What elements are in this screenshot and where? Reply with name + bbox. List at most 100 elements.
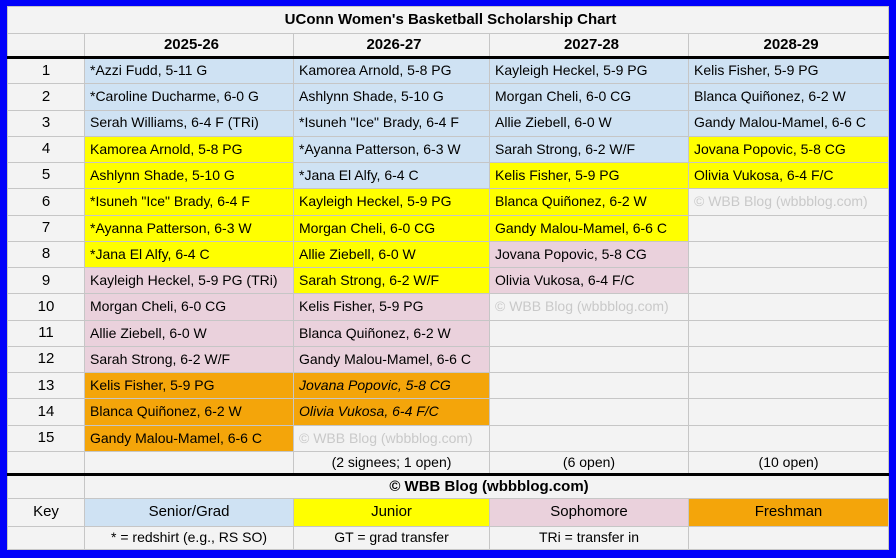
- footnote-transfer-in: TRi = transfer in: [489, 525, 689, 551]
- summary-2027-28: (6 open): [489, 450, 689, 477]
- player-cell: Blanca Quiñonez, 6-2 W: [489, 188, 689, 216]
- summary-2026-27: (2 signees; 1 open): [293, 450, 490, 477]
- summary-2025-26: [84, 450, 294, 477]
- row-number: 11: [7, 319, 85, 347]
- empty-cell: [687, 293, 890, 321]
- table-row: 4 Kamorea Arnold, 5-8 PG *Ayanna Patterson…: [7, 135, 890, 164]
- row-number: 2: [7, 83, 85, 111]
- player-cell: Kayleigh Heckel, 5-9 PG (TRi): [84, 267, 294, 295]
- table-row: 12 Sarah Strong, 6-2 W/F Gandy Malou-Mamel…: [7, 345, 890, 374]
- watermark-cell: © WBB Blog (wbbblog.com): [489, 293, 689, 321]
- table-row: 7 *Ayanna Patterson, 6-3 W Morgan Cheli, 6…: [7, 214, 890, 242]
- empty-cell: [687, 345, 890, 374]
- empty-cell: [687, 267, 890, 295]
- player-cell: Allie Ziebell, 6-0 W: [489, 109, 689, 137]
- footnote-blank: [687, 525, 890, 551]
- player-rows: 1 *Azzi Fudd, 5-11 G Kamorea Arnold, 5-8 P…: [7, 56, 890, 453]
- footnote-grad-transfer: GT = grad transfer: [293, 525, 490, 551]
- table-row: 8 *Jana El Alfy, 6-4 C Allie Ziebell, 6-0 …: [7, 240, 890, 269]
- player-cell: Kamorea Arnold, 5-8 PG: [293, 56, 490, 85]
- table-row: 13 Kelis Fisher, 5-9 PG Jovana Popovic, 5-…: [7, 372, 890, 400]
- table-row: 14 Blanca Quiñonez, 6-2 W Olivia Vukosa, 6…: [7, 398, 890, 426]
- player-cell: Kayleigh Heckel, 5-9 PG: [293, 188, 490, 216]
- player-cell: *Azzi Fudd, 5-11 G: [84, 56, 294, 85]
- player-cell: Kelis Fisher, 5-9 PG: [687, 56, 890, 85]
- row-number: 15: [7, 424, 85, 453]
- player-cell: Allie Ziebell, 6-0 W: [293, 240, 490, 269]
- player-cell: Kelis Fisher, 5-9 PG: [84, 372, 294, 400]
- row-number: 13: [7, 372, 85, 400]
- copyright-corner: [7, 474, 85, 500]
- row-number: 14: [7, 398, 85, 426]
- key-label: Key: [7, 498, 85, 527]
- summary-corner: [7, 450, 85, 477]
- key-freshman: Freshman: [687, 498, 890, 527]
- chart-title: UConn Women's Basketball Scholarship Cha…: [6, 6, 890, 34]
- row-number: 9: [7, 267, 85, 295]
- row-number: 1: [7, 56, 85, 85]
- player-cell: Kelis Fisher, 5-9 PG: [293, 293, 490, 321]
- copyright-row: © WBB Blog (wbbblog.com): [7, 474, 890, 500]
- player-cell: Kayleigh Heckel, 5-9 PG: [489, 56, 689, 85]
- empty-cell: [489, 345, 689, 374]
- empty-cell: [687, 214, 890, 242]
- player-cell: *Ayanna Patterson, 6-3 W: [293, 135, 490, 164]
- column-header-2025-26: 2025-26: [84, 33, 294, 59]
- empty-cell: [687, 372, 890, 400]
- player-cell: Sarah Strong, 6-2 W/F: [293, 267, 490, 295]
- row-number: 4: [7, 135, 85, 164]
- column-header-2026-27: 2026-27: [293, 33, 490, 59]
- player-cell: Olivia Vukosa, 6-4 F/C: [489, 267, 689, 295]
- title-row: UConn Women's Basketball Scholarship Cha…: [6, 6, 890, 34]
- scholarship-table: UConn Women's Basketball Scholarship Cha…: [6, 6, 890, 551]
- empty-cell: [687, 424, 890, 453]
- key-senior-grad: Senior/Grad: [84, 498, 294, 527]
- empty-cell: [687, 398, 890, 426]
- table-row: 15 Gandy Malou-Mamel, 6-6 C © WBB Blog (wb…: [7, 424, 890, 453]
- row-number: 5: [7, 162, 85, 190]
- table-row: 3 Serah Williams, 6-4 F (TRi) *Isuneh "Ice…: [7, 109, 890, 137]
- row-number: 3: [7, 109, 85, 137]
- watermark-cell: © WBB Blog (wbbblog.com): [293, 424, 490, 453]
- player-cell: Olivia Vukosa, 6-4 F/C: [293, 398, 490, 426]
- empty-cell: [687, 319, 890, 347]
- player-cell: *Isuneh "Ice" Brady, 6-4 F: [84, 188, 294, 216]
- player-cell: Ashlynn Shade, 5-10 G: [293, 83, 490, 111]
- copyright-text: © WBB Blog (wbbblog.com): [83, 474, 890, 500]
- player-cell: Sarah Strong, 6-2 W/F: [84, 345, 294, 374]
- player-cell: Gandy Malou-Mamel, 6-6 C: [84, 424, 294, 453]
- table-row: 5 Ashlynn Shade, 5-10 G *Jana El Alfy, 6-4…: [7, 162, 890, 190]
- player-cell: Ashlynn Shade, 5-10 G: [84, 162, 294, 190]
- player-cell: Blanca Quiñonez, 6-2 W: [84, 398, 294, 426]
- player-cell: Gandy Malou-Mamel, 6-6 C: [489, 214, 689, 242]
- player-cell: Jovana Popovic, 5-8 CG: [687, 135, 890, 164]
- footnote-corner: [7, 525, 85, 551]
- player-cell: Serah Williams, 6-4 F (TRi): [84, 109, 294, 137]
- player-cell: Kelis Fisher, 5-9 PG: [489, 162, 689, 190]
- empty-cell: [489, 398, 689, 426]
- column-header-2028-29: 2028-29: [687, 33, 890, 59]
- player-cell: Blanca Quiñonez, 6-2 W: [687, 83, 890, 111]
- empty-cell: [489, 319, 689, 347]
- player-cell: Gandy Malou-Mamel, 6-6 C: [687, 109, 890, 137]
- empty-cell: [687, 240, 890, 269]
- player-cell: Kamorea Arnold, 5-8 PG: [84, 135, 294, 164]
- player-cell: *Jana El Alfy, 6-4 C: [293, 162, 490, 190]
- empty-cell: [489, 372, 689, 400]
- table-row: 9 Kayleigh Heckel, 5-9 PG (TRi) Sarah Stro…: [7, 267, 890, 295]
- player-cell: Allie Ziebell, 6-0 W: [84, 319, 294, 347]
- column-header-2027-28: 2027-28: [489, 33, 689, 59]
- player-cell: Blanca Quiñonez, 6-2 W: [293, 319, 490, 347]
- player-cell: *Ayanna Patterson, 6-3 W: [84, 214, 294, 242]
- player-cell: Jovana Popovic, 5-8 CG: [489, 240, 689, 269]
- player-cell: Olivia Vukosa, 6-4 F/C: [687, 162, 890, 190]
- summary-2028-29: (10 open): [687, 450, 890, 477]
- corner-cell: [7, 33, 85, 59]
- key-row: Key Senior/Grad Junior Sophomore Freshma…: [7, 498, 890, 527]
- summary-row: (2 signees; 1 open) (6 open) (10 open): [7, 450, 890, 477]
- empty-cell: [489, 424, 689, 453]
- player-cell: Jovana Popovic, 5-8 CG: [293, 372, 490, 400]
- player-cell: *Jana El Alfy, 6-4 C: [84, 240, 294, 269]
- table-row: 2 *Caroline Ducharme, 6-0 G Ashlynn Shade,…: [7, 83, 890, 111]
